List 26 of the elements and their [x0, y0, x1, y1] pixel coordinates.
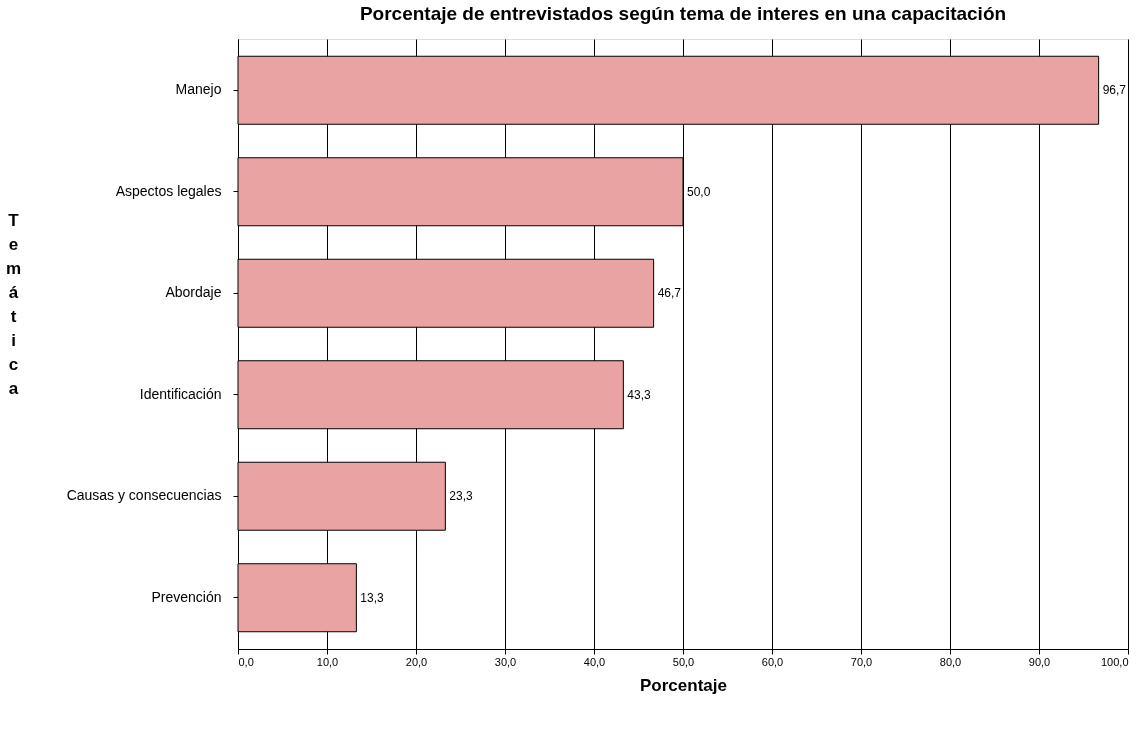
data-label: 50,0: [687, 184, 711, 199]
x-tick-label: 100,0: [1100, 655, 1129, 668]
x-tick-label: 40,0: [583, 655, 606, 668]
y-tick-label: Identificación: [139, 385, 222, 402]
data-label: 23,3: [449, 489, 474, 504]
data-label: 96,7: [1102, 83, 1127, 98]
data-label: 43,3: [627, 387, 652, 402]
x-tick-label: 50,0: [672, 655, 695, 668]
data-label: 13,3: [360, 590, 385, 605]
x-tick-label: 20,0: [405, 655, 428, 668]
x-tick-label: 10,0: [316, 655, 339, 668]
y-tick-label: Prevención: [151, 588, 222, 605]
y-tick-label: Causas y consecuencias: [66, 487, 222, 504]
x-tick-label: 70,0: [850, 655, 873, 668]
x-tick-label: 30,0: [494, 655, 517, 668]
y-tick-label: Aspectos legales: [115, 182, 222, 199]
data-label: 46,7: [657, 286, 682, 301]
x-tick-label: 0,0: [238, 655, 254, 668]
y-tick-label: Abordaje: [165, 284, 222, 301]
y-tick-label: Manejo: [175, 81, 222, 98]
y-axis-title: Temática: [5, 210, 22, 398]
chart-title: Porcentaje de entrevistados según tema de interes en una capacitación: [359, 3, 1007, 24]
x-tick-label: 60,0: [761, 655, 784, 668]
x-tick-label: 90,0: [1028, 655, 1051, 668]
x-tick-label: 80,0: [939, 655, 962, 668]
x-axis-title: Porcentaje: [640, 675, 727, 695]
